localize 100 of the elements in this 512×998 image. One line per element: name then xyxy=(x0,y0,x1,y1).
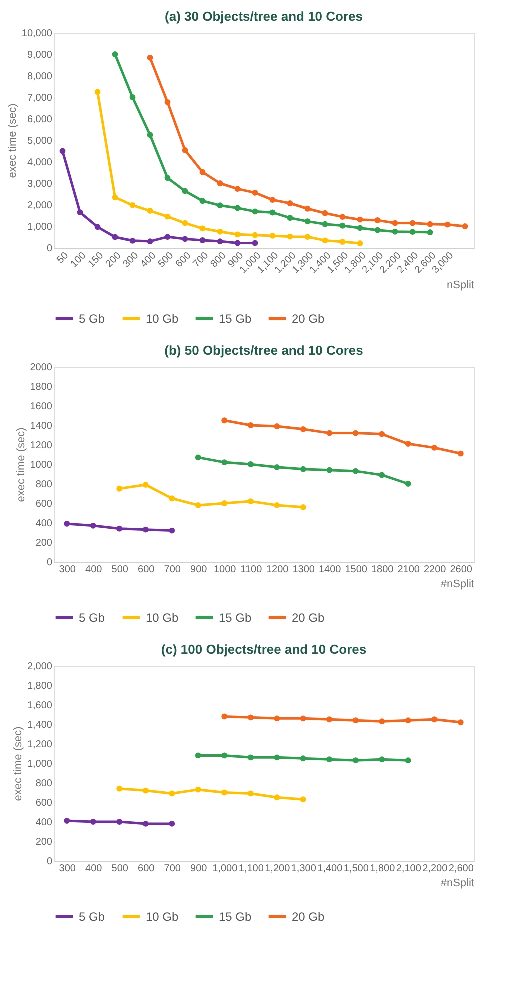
y-tick-label: 1600 xyxy=(30,402,53,412)
point xyxy=(432,444,438,451)
point xyxy=(352,430,359,436)
point xyxy=(164,234,171,240)
point xyxy=(352,758,359,764)
x-tick-label: 300 xyxy=(59,564,76,576)
y-tick-label: 0 xyxy=(46,244,53,254)
point xyxy=(147,208,154,214)
y-tick-label: 400 xyxy=(36,818,53,828)
point xyxy=(287,215,294,222)
point xyxy=(248,714,254,721)
point xyxy=(405,481,412,487)
point xyxy=(222,790,228,796)
legend-label: 15 Gb xyxy=(219,312,252,326)
x-tick-label: 1800 xyxy=(372,564,394,576)
point xyxy=(200,238,206,244)
legend-label: 20 Gb xyxy=(292,610,326,625)
x-tick-label: 400 xyxy=(86,564,103,576)
x-axis-title: #nSplit xyxy=(440,878,474,890)
x-tick-label: 2,200 xyxy=(422,864,448,874)
legend-label: 10 Gb xyxy=(146,610,180,625)
point xyxy=(252,190,258,196)
point xyxy=(392,228,398,235)
point xyxy=(142,526,149,533)
y-tick-label: 800 xyxy=(36,778,53,790)
point xyxy=(112,234,118,240)
point xyxy=(340,222,346,229)
x-tick-label: 600 xyxy=(174,250,194,270)
point xyxy=(60,148,66,154)
x-tick-label: 1,000 xyxy=(212,864,238,874)
x-tick-label: 1,200 xyxy=(265,864,291,874)
point xyxy=(130,238,136,244)
point xyxy=(222,418,228,424)
y-tick-label: 1000 xyxy=(30,460,53,471)
point xyxy=(270,233,276,239)
x-tick-label: 1,500 xyxy=(344,864,370,874)
point xyxy=(116,819,123,825)
point xyxy=(374,218,381,224)
point xyxy=(195,454,202,461)
point xyxy=(195,502,202,508)
y-tick-label: 1800 xyxy=(30,382,53,393)
y-tick-label: 1,200 xyxy=(27,740,53,750)
point xyxy=(326,716,333,723)
point xyxy=(94,89,101,96)
point xyxy=(182,236,188,242)
point xyxy=(64,818,70,824)
legend-label: 15 Gb xyxy=(219,610,252,625)
point xyxy=(322,221,328,228)
point xyxy=(182,188,188,194)
point xyxy=(248,498,254,504)
point xyxy=(94,224,101,230)
point xyxy=(248,790,254,797)
point xyxy=(270,197,276,204)
point xyxy=(304,218,311,225)
point xyxy=(432,716,438,723)
point xyxy=(274,424,280,430)
point xyxy=(427,230,434,236)
point xyxy=(357,225,364,232)
point xyxy=(169,496,176,502)
point xyxy=(405,758,412,764)
y-tick-label: 0 xyxy=(46,856,53,868)
point xyxy=(274,464,280,470)
point xyxy=(164,214,171,220)
point xyxy=(357,216,364,223)
x-tick-label: 2200 xyxy=(424,564,447,576)
point xyxy=(410,229,416,236)
x-tick-label: 1,100 xyxy=(238,864,264,874)
point xyxy=(352,468,359,474)
point xyxy=(222,500,228,506)
x-tick-label: 1300 xyxy=(292,564,316,576)
point xyxy=(405,441,412,447)
point xyxy=(340,239,346,245)
x-tick-label: 500 xyxy=(112,564,129,576)
y-tick-label: 600 xyxy=(36,499,53,510)
point xyxy=(182,220,188,226)
point xyxy=(405,718,412,724)
point xyxy=(222,460,228,466)
y-tick-label: 600 xyxy=(36,798,53,809)
x-tick-label: 1,800 xyxy=(370,864,396,874)
point xyxy=(274,716,280,722)
point xyxy=(326,756,333,763)
point xyxy=(217,180,224,186)
point xyxy=(326,467,333,474)
point xyxy=(90,819,96,825)
y-tick-label: 200 xyxy=(36,837,53,848)
point xyxy=(248,462,254,468)
point xyxy=(462,224,468,230)
point xyxy=(300,716,306,722)
point xyxy=(164,99,171,106)
y-axis-title: exec time (sec) xyxy=(6,104,19,178)
y-tick-label: 7,000 xyxy=(27,93,53,104)
point xyxy=(164,175,171,182)
point xyxy=(195,786,202,793)
y-tick-label: 5,000 xyxy=(27,136,53,147)
point xyxy=(147,132,154,138)
point xyxy=(300,796,306,803)
x-tick-label: 600 xyxy=(138,564,156,576)
point xyxy=(248,754,254,761)
point xyxy=(252,240,258,246)
x-tick-label: 400 xyxy=(138,250,159,270)
